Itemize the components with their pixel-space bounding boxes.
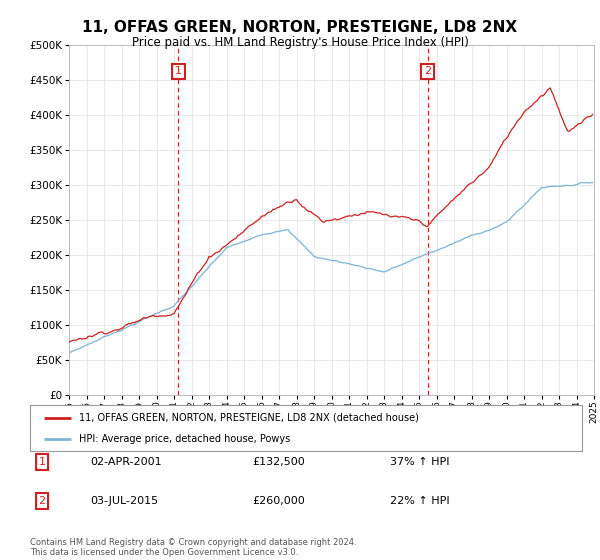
Text: 11, OFFAS GREEN, NORTON, PRESTEIGNE, LD8 2NX (detached house): 11, OFFAS GREEN, NORTON, PRESTEIGNE, LD8… [79, 413, 418, 423]
Text: 2: 2 [424, 67, 431, 76]
Text: 02-APR-2001: 02-APR-2001 [90, 457, 161, 467]
Text: £132,500: £132,500 [252, 457, 305, 467]
Text: 1: 1 [175, 67, 182, 76]
Text: £260,000: £260,000 [252, 496, 305, 506]
Text: HPI: Average price, detached house, Powys: HPI: Average price, detached house, Powy… [79, 435, 290, 444]
Text: 11, OFFAS GREEN, NORTON, PRESTEIGNE, LD8 2NX: 11, OFFAS GREEN, NORTON, PRESTEIGNE, LD8… [82, 20, 518, 35]
Text: Contains HM Land Registry data © Crown copyright and database right 2024.
This d: Contains HM Land Registry data © Crown c… [30, 538, 356, 557]
Text: 1: 1 [38, 457, 46, 467]
Text: 37% ↑ HPI: 37% ↑ HPI [390, 457, 449, 467]
Text: Price paid vs. HM Land Registry's House Price Index (HPI): Price paid vs. HM Land Registry's House … [131, 36, 469, 49]
Text: 03-JUL-2015: 03-JUL-2015 [90, 496, 158, 506]
Text: 22% ↑ HPI: 22% ↑ HPI [390, 496, 449, 506]
Text: 2: 2 [38, 496, 46, 506]
